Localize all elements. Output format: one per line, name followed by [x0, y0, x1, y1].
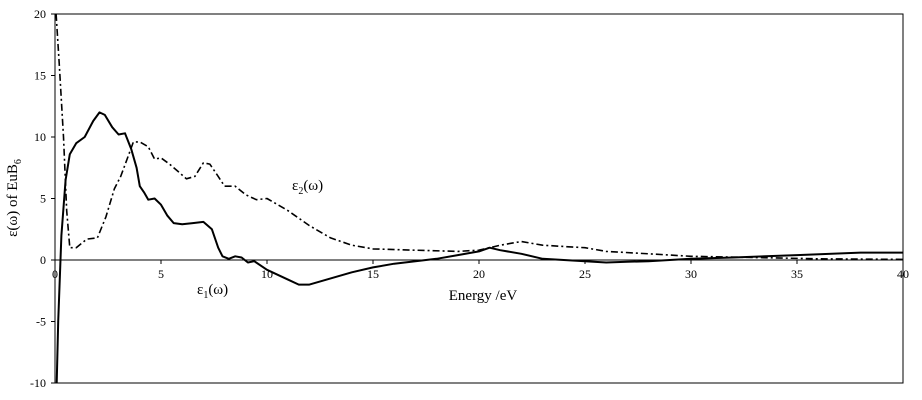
y-tick-label: 5: [40, 192, 46, 206]
plot-frame: [54, 13, 904, 384]
x-tick-label: 20: [473, 267, 485, 281]
y-tick-label: 0: [40, 253, 46, 267]
y-tick-label: 15: [34, 69, 46, 83]
y-tick-label: 20: [34, 7, 46, 21]
x-tick-label: 15: [367, 267, 379, 281]
x-tick-label: 40: [897, 267, 909, 281]
y-tick-label: -5: [36, 315, 46, 329]
series-eps2: [55, 13, 904, 261]
x-axis-label: Energy /eV: [449, 288, 518, 304]
y-tick-label: 10: [34, 130, 46, 144]
y-axis-label: ε(ω) of EuB6: [5, 159, 24, 237]
y-axis-label-main: ε(ω) of EuB: [5, 164, 21, 237]
x-tick-label: 35: [791, 267, 803, 281]
annotation-eps2: ε2(ω): [292, 178, 323, 197]
series-eps1: [55, 111, 903, 384]
y-axis-label-subscript: 6: [13, 159, 24, 164]
y-tick-label: -10: [30, 376, 46, 390]
series-lines: [55, 13, 904, 384]
x-tick-label: 25: [579, 267, 591, 281]
x-tick-label: 5: [158, 267, 164, 281]
x-tick-label: 0: [52, 267, 58, 281]
annotation-eps1: ε1(ω): [197, 282, 228, 301]
x-tick-label: 30: [685, 267, 697, 281]
